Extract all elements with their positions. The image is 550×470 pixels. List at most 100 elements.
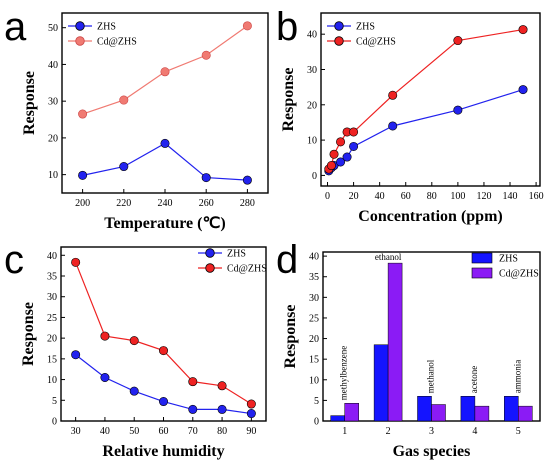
data-point-cd-zhs bbox=[349, 127, 359, 137]
x-tick-label: 40 bbox=[100, 426, 110, 437]
panel-letter-d: d bbox=[276, 238, 298, 282]
y-tick-label: 15 bbox=[309, 355, 319, 366]
data-point-cd-zhs bbox=[242, 21, 252, 31]
y-tick-label: 30 bbox=[48, 97, 58, 108]
data-point-cd-zhs bbox=[71, 257, 81, 267]
y-tick-label: 25 bbox=[47, 313, 57, 324]
y-tick-label: 10 bbox=[309, 375, 319, 386]
legend-label: Cd@ZHS bbox=[97, 37, 137, 48]
x-tick-label: 1 bbox=[342, 426, 347, 437]
y-tick-label: 35 bbox=[309, 272, 319, 283]
legend-marker bbox=[205, 248, 215, 258]
x-tick-label: 3 bbox=[429, 426, 434, 437]
bar-zhs bbox=[504, 396, 519, 422]
x-tick-label: 90 bbox=[246, 426, 256, 437]
data-point-zhs bbox=[160, 138, 170, 148]
data-point-cd-zhs bbox=[78, 109, 88, 119]
bar-cd-zhs bbox=[431, 404, 446, 422]
data-point-cd-zhs bbox=[188, 377, 198, 387]
x-tick-label: 50 bbox=[129, 426, 139, 437]
data-point-cd-zhs bbox=[336, 137, 346, 147]
data-point-zhs bbox=[246, 409, 256, 419]
data-point-cd-zhs bbox=[388, 90, 398, 100]
panel-b-chart: 0 20 40 60 80 100 120 140 160 0 10 20 30 40 Concentrat… bbox=[280, 12, 544, 225]
data-point-zhs bbox=[336, 157, 346, 167]
y-tick-label: 40 bbox=[307, 30, 317, 41]
x-tick-label: 220 bbox=[116, 198, 131, 209]
y-tick-label: 20 bbox=[47, 334, 57, 345]
x-tick-label: 60 bbox=[401, 191, 411, 202]
y-tick-label: 20 bbox=[309, 334, 319, 345]
y-tick-label: 0 bbox=[312, 171, 317, 182]
data-point-zhs bbox=[100, 372, 110, 382]
data-point-cd-zhs bbox=[201, 50, 211, 60]
bar-cd-zhs bbox=[518, 405, 533, 422]
x-tick-label: 260 bbox=[199, 198, 214, 209]
legend-marker bbox=[334, 21, 344, 31]
x-tick-label: 140 bbox=[503, 191, 518, 202]
x-axis-title: Gas species bbox=[393, 443, 471, 460]
data-point-cd-zhs bbox=[217, 381, 227, 391]
x-axis-title: Relative humidity bbox=[102, 443, 224, 460]
y-tick-label: 35 bbox=[47, 272, 57, 283]
legend-label: Cd@ZHS bbox=[227, 264, 267, 275]
y-tick-label: 30 bbox=[307, 65, 317, 76]
x-axis-title: Temperature (℃) bbox=[104, 215, 226, 232]
y-tick-label: 20 bbox=[48, 133, 58, 144]
data-point-zhs bbox=[518, 85, 528, 95]
gas-label: methanol bbox=[426, 359, 436, 393]
data-point-cd-zhs bbox=[119, 95, 129, 105]
data-point-zhs bbox=[78, 170, 88, 180]
x-tick-label: 80 bbox=[427, 191, 437, 202]
y-tick-label: 30 bbox=[309, 293, 319, 304]
bar-zhs bbox=[330, 415, 345, 422]
data-point-cd-zhs bbox=[329, 149, 339, 159]
y-tick-label: 0 bbox=[52, 417, 57, 428]
x-tick-label: 0 bbox=[325, 191, 330, 202]
y-tick-label: 10 bbox=[48, 170, 58, 181]
y-tick-label: 20 bbox=[307, 100, 317, 111]
legend-marker bbox=[75, 36, 85, 46]
y-tick-label: 40 bbox=[47, 251, 57, 262]
data-point-cd-zhs bbox=[518, 25, 528, 35]
data-point-zhs bbox=[159, 397, 169, 407]
x-tick-label: 5 bbox=[516, 426, 521, 437]
data-point-cd-zhs bbox=[100, 331, 110, 341]
y-tick-label: 0 bbox=[314, 417, 319, 428]
y-tick-label: 10 bbox=[307, 136, 317, 147]
data-point-zhs bbox=[129, 386, 139, 396]
x-tick-label: 40 bbox=[375, 191, 385, 202]
x-tick-label: 240 bbox=[158, 198, 173, 209]
gas-label: acetone bbox=[469, 366, 479, 393]
bar-zhs bbox=[373, 344, 389, 422]
series-line-zhs bbox=[328, 89, 524, 172]
data-point-cd-zhs bbox=[246, 399, 256, 409]
legend-swatch bbox=[471, 252, 493, 264]
data-point-zhs bbox=[349, 141, 359, 151]
gas-label: ethanol bbox=[375, 252, 402, 262]
data-point-cd-zhs bbox=[160, 67, 170, 77]
panel-c-chart: 30 40 50 60 70 80 90 0 5 10 15 20 25 30 35 40 Relative h… bbox=[20, 246, 267, 460]
data-point-zhs bbox=[388, 121, 398, 131]
x-tick-label: 20 bbox=[349, 191, 359, 202]
legend-label: ZHS bbox=[227, 249, 246, 260]
data-point-cd-zhs bbox=[326, 161, 336, 171]
x-tick-label: 2 bbox=[386, 426, 391, 437]
legend-swatch bbox=[471, 267, 493, 279]
x-tick-label: 30 bbox=[71, 426, 81, 437]
bar-cd-zhs bbox=[387, 262, 403, 422]
legend-label: ZHS bbox=[356, 22, 375, 33]
data-point-cd-zhs bbox=[129, 336, 139, 346]
plot-frame bbox=[320, 12, 541, 187]
legend-marker bbox=[75, 21, 85, 31]
series-line-zhs bbox=[82, 142, 248, 181]
panel-a-chart: 200 220 240 260 280 10 20 30 40 50 Temperature (℃)… bbox=[21, 12, 269, 232]
data-point-zhs bbox=[119, 162, 129, 172]
data-point-zhs bbox=[242, 175, 252, 185]
y-tick-label: 25 bbox=[309, 313, 319, 324]
bar-zhs bbox=[460, 396, 476, 422]
x-tick-label: 4 bbox=[472, 426, 477, 437]
y-axis-title: Response bbox=[21, 71, 38, 135]
bar-cd-zhs bbox=[344, 403, 359, 422]
x-axis-title: Concentration (ppm) bbox=[358, 208, 502, 225]
